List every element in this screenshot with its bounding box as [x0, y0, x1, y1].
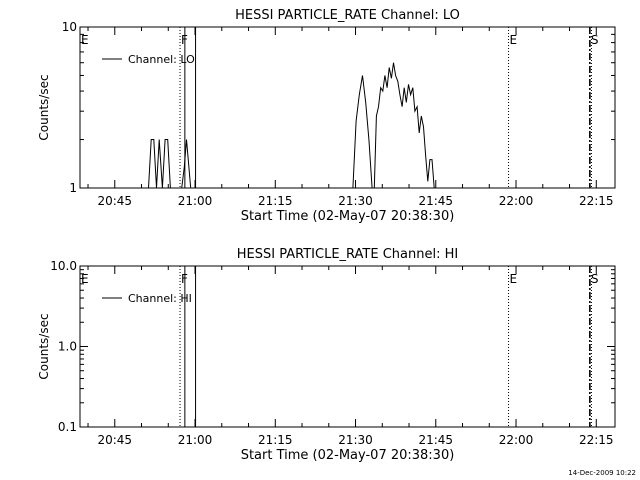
lo-channel-panel: HESSI PARTICLE_RATE Channel: LO 20:45 21:0…: [37, 8, 616, 224]
x-tick-label: 22:15: [579, 433, 614, 447]
event-marker-label: E: [81, 272, 89, 286]
x-tick-label: 22:00: [499, 433, 534, 447]
x-axis-label: Start Time (02-May-07 20:38:30): [241, 448, 455, 463]
y-tick-label: 10: [62, 20, 77, 34]
x-tick-label: 21:30: [338, 194, 373, 208]
x-tick-label: 21:45: [418, 194, 453, 208]
y-tick-label: 1: [69, 181, 77, 195]
x-tick-label: 21:00: [178, 433, 213, 447]
event-marker-label: E: [510, 272, 518, 286]
series-line: [80, 62, 615, 189]
x-tick-label: 21:45: [418, 433, 453, 447]
x-tick-label: 20:45: [97, 433, 132, 447]
event-marker-label: E: [81, 33, 89, 47]
x-tick-label: 22:00: [499, 194, 534, 208]
x-tick-label: 20:45: [97, 194, 132, 208]
x-tick-label: 21:15: [258, 194, 293, 208]
y-axis-label: Counts/sec: [37, 313, 51, 379]
x-tick-label: 21:00: [178, 194, 213, 208]
y-tick-label: 1.0: [58, 340, 77, 354]
event-marker-label: S: [591, 272, 599, 286]
x-axis-label: Start Time (02-May-07 20:38:30): [241, 209, 455, 224]
chart-title: HESSI PARTICLE_RATE Channel: LO: [235, 8, 460, 23]
plot-frame: [79, 265, 616, 428]
x-tick-label: 21:15: [258, 433, 293, 447]
y-tick-label: 0.1: [58, 420, 77, 434]
footer-timestamp: 14-Dec-2009 10:22: [568, 469, 636, 477]
plot-frame: [79, 26, 616, 189]
x-tick-label: 22:15: [579, 194, 614, 208]
y-tick-label: 10.0: [50, 259, 77, 273]
event-marker-label: S: [591, 33, 599, 47]
x-tick-label: 21:30: [338, 433, 373, 447]
hi-channel-panel: HESSI PARTICLE_RATE Channel: HI 20:45 21:0…: [37, 247, 616, 463]
chart-title: HESSI PARTICLE_RATE Channel: HI: [237, 247, 458, 262]
event-marker-label: E: [510, 33, 518, 47]
y-axis-label: Counts/sec: [37, 74, 51, 140]
legend-label: Channel: LO: [128, 53, 195, 66]
legend-label: Channel: HI: [128, 292, 192, 305]
